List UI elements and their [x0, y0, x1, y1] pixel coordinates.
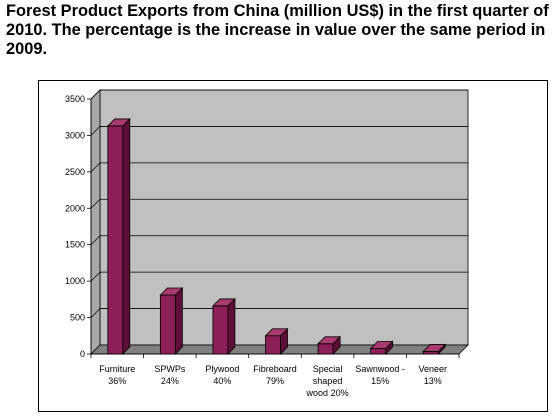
bar: [159, 294, 176, 355]
y-tick-label: 0: [80, 349, 85, 359]
x-tick-label: SPWPs 24%: [154, 364, 186, 386]
bar-top: [264, 328, 289, 337]
y-tick-label: 2500: [65, 167, 85, 177]
x-tick-label-line: 13%: [424, 376, 442, 386]
chart-frame: 0 500 1000 1500 2000 2500 3000 3500 Furniture 36%…: [38, 80, 548, 412]
x-tick-label-line: Plywood: [205, 364, 239, 374]
x-tick-label-line: Furniture: [99, 364, 135, 374]
x-tick-label: Veneer 13%: [418, 364, 447, 386]
bar-chart: 0 500 1000 1500 2000 2500 3000 3500 Furniture 36%…: [65, 89, 469, 398]
y-tick-label: 1000: [65, 276, 85, 286]
gridline-side: [90, 126, 101, 136]
x-tick-label-line: 36%: [108, 376, 126, 386]
x-tick-label-line: 79%: [266, 376, 284, 386]
gridline-side: [90, 162, 101, 173]
gridline-side: [90, 308, 101, 318]
y-tick-label: 1500: [65, 240, 85, 250]
bar-side: [227, 297, 236, 355]
gridline-side: [90, 199, 101, 209]
x-tick-label-line: shaped: [313, 376, 343, 386]
gridline-side: [90, 271, 101, 282]
x-tick-label-line: 15%: [371, 376, 389, 386]
y-tick-label: 2000: [65, 203, 85, 213]
bar: [317, 343, 334, 355]
bar-side: [174, 287, 183, 355]
y-tick-label: 3000: [65, 130, 85, 140]
bar-top: [106, 118, 131, 127]
bar: [370, 348, 387, 355]
x-tick-label-line: Sawnwood -: [355, 364, 405, 374]
y-tick-label: 3500: [65, 94, 85, 104]
bar-top: [422, 344, 447, 352]
plot-side-wall: [90, 89, 101, 355]
x-tick-label-line: 40%: [213, 376, 231, 386]
chart-title: Forest Product Exports from China (milli…: [6, 2, 549, 58]
bar-side: [122, 117, 131, 355]
x-tick-label: Fibreboard 79%: [253, 364, 297, 386]
x-tick-label-line: SPWPs: [154, 364, 186, 374]
bar: [107, 125, 124, 355]
gridline-side: [90, 89, 101, 100]
x-tick-label-line: Fibreboard: [253, 364, 297, 374]
plot-back-wall: [99, 89, 469, 346]
bar-top: [159, 287, 184, 296]
gridline-side: [90, 235, 101, 245]
bar-top: [211, 298, 236, 307]
bar-top: [369, 341, 394, 349]
x-tick-label: Special shaped wood 20%: [306, 364, 349, 398]
x-tick-label: Sawnwood - 15%: [355, 364, 405, 386]
x-tick-label: Plywood 40%: [205, 364, 239, 386]
x-tick-label-line: 24%: [161, 376, 179, 386]
x-tick-label-line: Veneer: [418, 364, 447, 374]
bar-top: [317, 336, 342, 345]
bar: [212, 305, 229, 355]
x-tick-label-line: Special: [313, 364, 343, 374]
y-tick-label: 500: [70, 313, 85, 323]
x-tick-label: Furniture 36%: [99, 364, 135, 386]
bar: [265, 335, 281, 355]
x-tick-label-line: wood 20%: [306, 388, 349, 398]
